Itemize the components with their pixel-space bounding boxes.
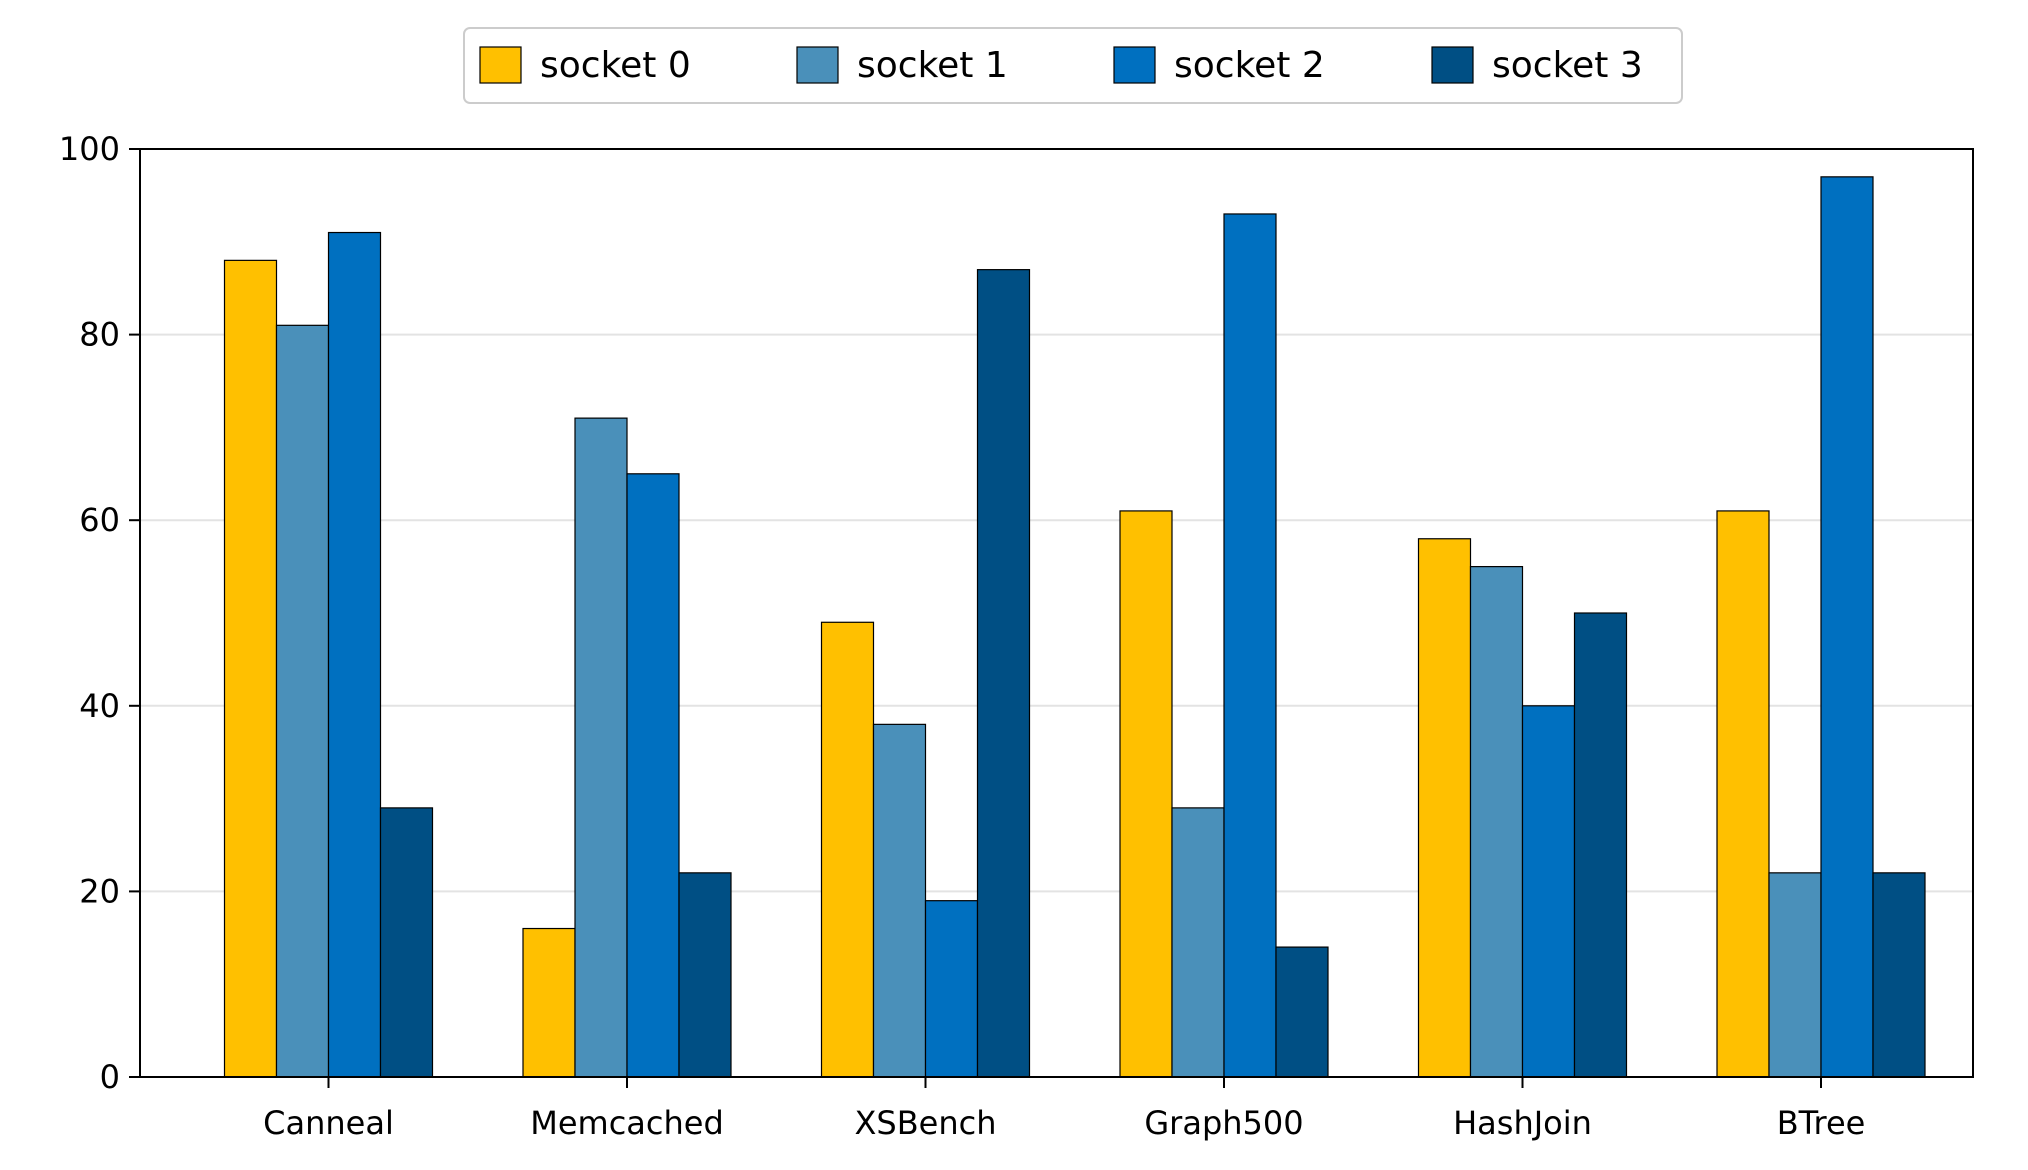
- bar-graph500-socket-2: [1223, 213, 1277, 1078]
- legend: socket 0 socket 1 socket 2 socket 3: [463, 27, 1683, 104]
- bar-hashjoin-socket-0: [1417, 538, 1472, 1078]
- bar-memcached-socket-0: [522, 927, 576, 1078]
- legend-label: socket 1: [857, 45, 1008, 86]
- y-tick-label: 40: [79, 687, 120, 725]
- gridlines: [140, 333, 1973, 893]
- x-axis: Canneal Memcached XSBench Graph500 HashJoin B…: [263, 1077, 1865, 1142]
- y-tick-label: 60: [79, 501, 120, 539]
- bar-xsbench-socket-0: [820, 621, 875, 1078]
- bar-btree-socket-2: [1820, 176, 1874, 1078]
- bar-btree-socket-3: [1872, 872, 1926, 1078]
- bar-xsbench-socket-2: [924, 900, 979, 1078]
- y-tick-label: 80: [79, 316, 120, 354]
- legend-swatch: [796, 46, 839, 84]
- bar-graph500-socket-1: [1171, 807, 1225, 1078]
- bar-btree-socket-0: [1716, 510, 1770, 1078]
- bar-hashjoin-socket-2: [1521, 705, 1576, 1078]
- plot-area-frame: [139, 148, 1974, 1078]
- bar-hashjoin-socket-3: [1573, 612, 1628, 1078]
- bar-canneal-socket-0: [223, 259, 278, 1078]
- bar-memcached-socket-1: [574, 417, 628, 1078]
- bar-xsbench-socket-1: [872, 723, 927, 1078]
- x-tick-label: HashJoin: [1453, 1104, 1592, 1142]
- legend-frame: [463, 27, 1683, 104]
- legend-swatch: [1431, 46, 1474, 84]
- y-axis: 0 20 40 60 80 100: [59, 130, 140, 1096]
- x-tick-label: Memcached: [530, 1104, 724, 1142]
- bar-memcached-socket-2: [626, 473, 680, 1078]
- legend-label: socket 0: [540, 45, 691, 86]
- bar-graph500-socket-3: [1275, 946, 1329, 1078]
- y-tick-label: 20: [79, 872, 120, 910]
- y-tick-label: 100: [59, 130, 120, 168]
- bar-graph500-socket-0: [1119, 510, 1173, 1078]
- x-tick-label: XSBench: [854, 1104, 996, 1142]
- legend-swatch: [1113, 46, 1156, 84]
- bar-canneal-socket-1: [275, 324, 330, 1078]
- x-tick-label: Graph500: [1144, 1104, 1303, 1142]
- bar-canneal-socket-2: [327, 231, 382, 1078]
- bar-canneal-socket-3: [379, 807, 434, 1078]
- legend-label: socket 2: [1174, 45, 1325, 86]
- x-tick-label: BTree: [1777, 1104, 1866, 1142]
- bar-btree-socket-1: [1768, 872, 1822, 1078]
- y-tick-label: 0: [100, 1058, 120, 1096]
- bar-hashjoin-socket-1: [1469, 565, 1524, 1078]
- bar-memcached-socket-3: [678, 872, 732, 1078]
- legend-label: socket 3: [1492, 45, 1643, 86]
- bars: [223, 176, 1926, 1078]
- x-tick-label: Canneal: [263, 1104, 394, 1142]
- bar-xsbench-socket-3: [976, 269, 1031, 1078]
- legend-swatch: [479, 46, 522, 84]
